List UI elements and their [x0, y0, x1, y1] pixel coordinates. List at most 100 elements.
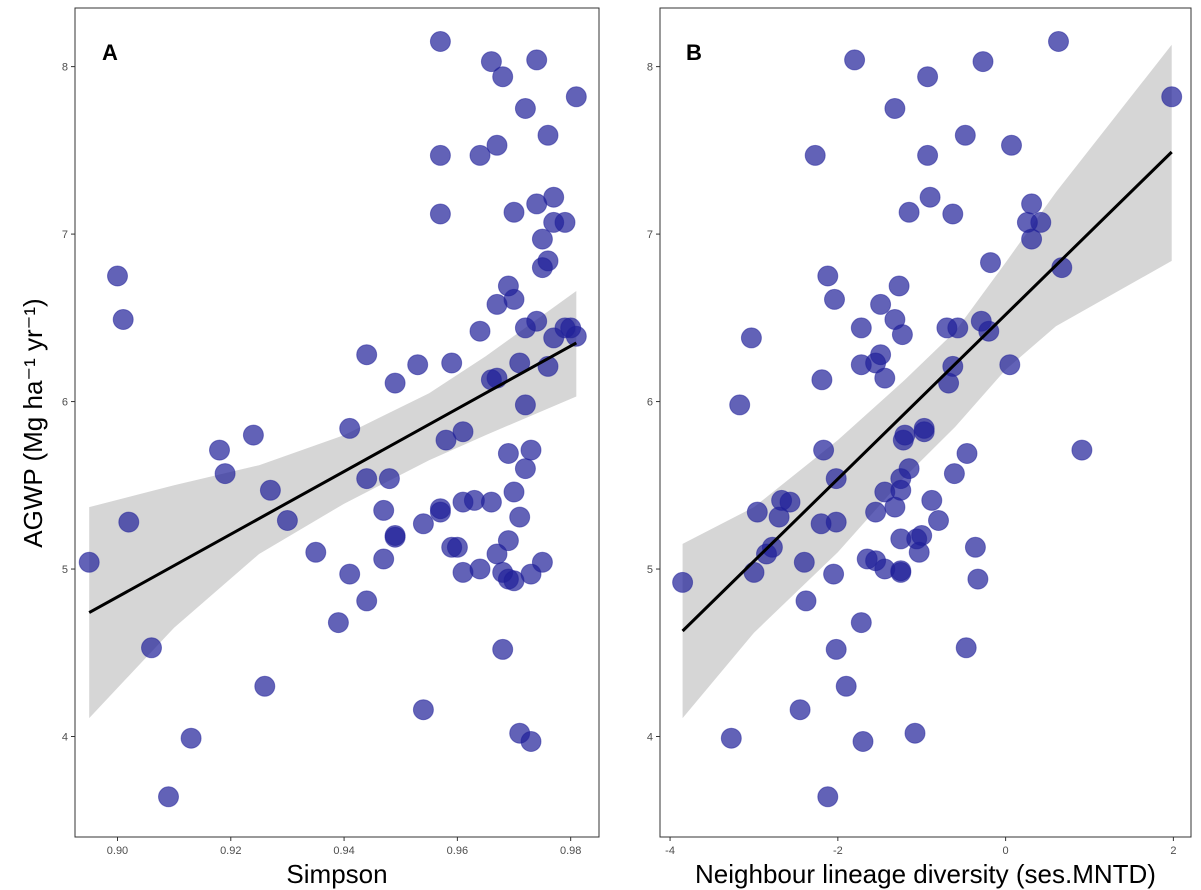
- x-axis-title: Simpson: [286, 859, 387, 889]
- data-point: [378, 468, 400, 490]
- data-point: [514, 317, 536, 339]
- data-point: [429, 31, 451, 52]
- data-point: [844, 49, 866, 71]
- data-point: [1161, 86, 1183, 108]
- data-point: [804, 144, 826, 166]
- x-tick-label: 0.98: [560, 845, 581, 857]
- data-point: [954, 124, 976, 146]
- data-point: [898, 201, 920, 223]
- data-point: [779, 491, 801, 513]
- y-tick-label: 6: [647, 397, 653, 409]
- y-tick-label: 4: [647, 732, 653, 744]
- data-point: [407, 354, 429, 376]
- data-point: [817, 786, 839, 808]
- data-point: [214, 463, 236, 485]
- data-point: [373, 548, 395, 570]
- data-point: [486, 543, 508, 565]
- data-point: [531, 228, 553, 250]
- data-point: [497, 530, 519, 552]
- data-point: [373, 499, 395, 521]
- data-point: [928, 510, 949, 531]
- data-point: [435, 429, 457, 451]
- data-point: [486, 134, 508, 156]
- data-point: [1071, 439, 1093, 461]
- data-point: [795, 590, 817, 612]
- y-tick-label: 6: [62, 397, 68, 409]
- data-point: [972, 51, 994, 73]
- data-point: [761, 536, 783, 558]
- data-point: [938, 372, 960, 394]
- data-point: [356, 344, 378, 366]
- data-point: [543, 327, 565, 349]
- data-point: [356, 468, 378, 490]
- data-point: [452, 421, 474, 443]
- data-point: [943, 463, 965, 485]
- data-point: [503, 570, 525, 592]
- y-tick-label: 5: [62, 564, 68, 576]
- y-tick-label: 7: [62, 229, 68, 241]
- data-point: [554, 211, 576, 233]
- data-point: [789, 699, 811, 721]
- data-point: [209, 439, 230, 461]
- data-point: [180, 727, 202, 749]
- data-point: [825, 511, 847, 533]
- data-point: [947, 317, 969, 339]
- data-point: [964, 536, 986, 558]
- x-tick-label: 0: [1003, 845, 1009, 857]
- regression-line: [681, 150, 1173, 633]
- data-point: [874, 367, 896, 389]
- data-point: [242, 424, 264, 446]
- data-point: [1001, 134, 1022, 156]
- y-tick-label: 7: [647, 229, 653, 241]
- data-point: [865, 501, 887, 523]
- panel-label: A: [102, 40, 118, 65]
- confidence-band: [682, 44, 1172, 719]
- data-point: [339, 563, 361, 585]
- data-point: [565, 86, 587, 108]
- data-point: [824, 288, 845, 310]
- data-point: [384, 526, 406, 548]
- data-point: [825, 638, 847, 660]
- data-point: [565, 325, 587, 347]
- data-point: [746, 501, 768, 523]
- data-point: [492, 638, 514, 660]
- data-point: [107, 265, 128, 287]
- x-tick-label: 0.92: [220, 845, 241, 857]
- data-point: [441, 352, 463, 374]
- data-point: [469, 144, 491, 166]
- data-point: [720, 727, 742, 749]
- data-point: [158, 786, 179, 808]
- data-point: [503, 481, 525, 503]
- data-point: [956, 443, 978, 464]
- data-point: [942, 203, 964, 225]
- data-point: [917, 144, 939, 166]
- data-point: [78, 551, 100, 573]
- data-point: [531, 257, 553, 279]
- data-point: [514, 98, 536, 119]
- data-point: [509, 506, 531, 528]
- data-point: [327, 612, 349, 634]
- data-point: [469, 320, 491, 342]
- y-axis-title: AGWP (Mg ha⁻¹ yr⁻¹): [18, 298, 48, 547]
- data-point: [888, 275, 910, 297]
- data-point: [913, 421, 935, 443]
- data-point: [740, 327, 762, 349]
- data-point: [503, 201, 525, 223]
- data-point: [823, 563, 845, 585]
- data-point: [384, 372, 406, 394]
- data-point: [520, 731, 542, 752]
- data-point: [921, 489, 943, 511]
- data-point: [1048, 31, 1069, 52]
- data-point: [890, 561, 912, 583]
- panel-label: B: [686, 40, 702, 65]
- data-point: [917, 66, 939, 88]
- data-point: [339, 417, 361, 439]
- panel-border: [659, 7, 1192, 838]
- data-point: [452, 561, 474, 583]
- data-point: [429, 501, 451, 523]
- data-point: [305, 541, 327, 563]
- x-tick-label: 0.90: [107, 845, 128, 857]
- data-point: [999, 354, 1021, 376]
- data-point: [446, 536, 468, 558]
- data-point: [118, 511, 140, 533]
